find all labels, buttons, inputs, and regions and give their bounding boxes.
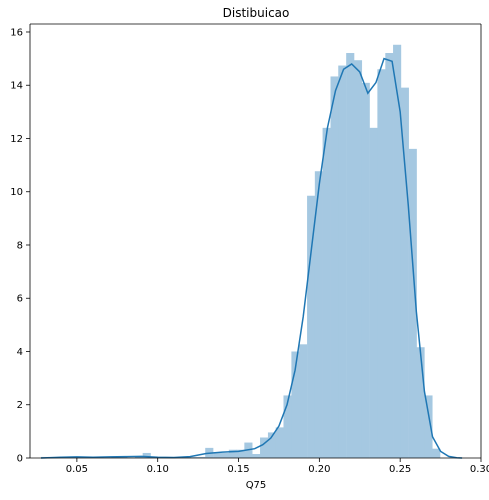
histogram-bar xyxy=(275,427,284,458)
x-axis-ticks: 0.05 0.10 0.15 0.20 0.25 0.30 xyxy=(66,458,489,475)
histogram-bar xyxy=(220,452,230,458)
y-tick-label: 12 xyxy=(10,134,23,145)
y-axis-ticks: 0 2 4 6 8 10 12 14 16 xyxy=(10,27,30,465)
histogram-bar xyxy=(346,53,355,459)
histogram-bar xyxy=(385,53,394,459)
histogram-bar xyxy=(236,449,245,458)
histogram-bar xyxy=(142,452,151,458)
x-tick-label: 0.10 xyxy=(147,464,169,475)
histogram-bar xyxy=(252,454,261,458)
x-tick-label: 0.15 xyxy=(227,464,249,475)
histogram-bar xyxy=(377,69,386,458)
histogram-bar xyxy=(369,127,378,458)
y-tick-label: 0 xyxy=(17,454,23,465)
histogram-bar xyxy=(338,65,347,458)
x-axis-label: Q75 xyxy=(246,480,267,491)
x-tick-label: 0.20 xyxy=(308,464,330,475)
histogram-bar xyxy=(353,60,363,459)
histogram-bar xyxy=(416,347,425,458)
histogram-bar xyxy=(299,344,308,458)
histogram-bar xyxy=(361,82,370,458)
histogram-bar xyxy=(424,395,433,458)
histogram-bar xyxy=(393,44,402,459)
histogram-bar xyxy=(134,456,144,458)
histogram-bar xyxy=(330,76,339,458)
y-tick-label: 16 xyxy=(10,27,23,38)
y-tick-label: 10 xyxy=(10,187,23,198)
axes-frame xyxy=(29,23,482,459)
histogram-bar xyxy=(283,395,292,458)
histogram-bar xyxy=(213,452,222,458)
histogram-bar xyxy=(432,448,441,458)
y-tick-label: 6 xyxy=(17,294,23,305)
kde-curve xyxy=(40,57,463,459)
y-tick-label: 2 xyxy=(17,400,23,411)
y-tick-label: 14 xyxy=(10,81,23,92)
y-tick-label: 4 xyxy=(17,347,23,358)
x-tick-label: 0.30 xyxy=(470,464,489,475)
x-tick-label: 0.05 xyxy=(66,464,88,475)
histogram-bar xyxy=(307,195,316,459)
histogram-bar xyxy=(228,449,237,458)
histogram-bar xyxy=(400,87,409,458)
histogram-bar xyxy=(291,351,300,458)
histogram-bar xyxy=(260,437,269,458)
histogram-bars xyxy=(40,44,441,459)
histogram-bar xyxy=(314,171,323,459)
chart-title: Distibuicao xyxy=(223,6,290,20)
x-tick-label: 0.25 xyxy=(389,464,411,475)
histogram-bar xyxy=(267,432,277,458)
histogram-bar xyxy=(322,127,331,458)
histogram-bar xyxy=(119,456,128,458)
histogram-bar xyxy=(197,456,206,458)
y-tick-label: 8 xyxy=(17,240,23,251)
histogram-bar xyxy=(408,148,417,458)
histogram-bar xyxy=(189,456,198,458)
